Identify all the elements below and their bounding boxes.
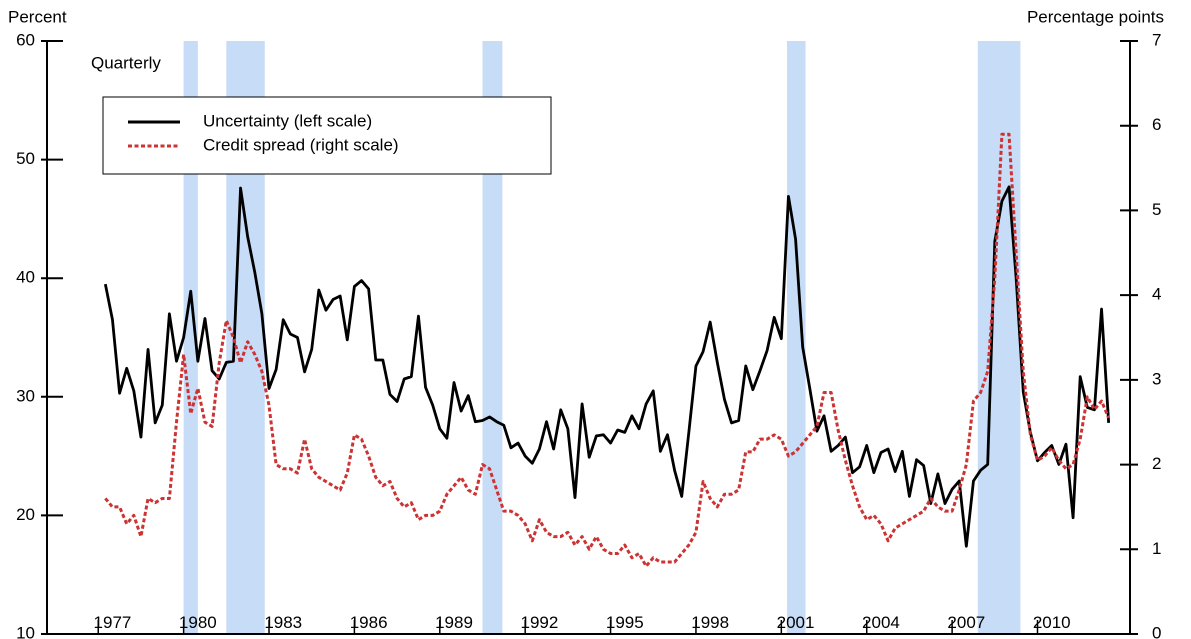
legend-label: Uncertainty (left scale) bbox=[203, 111, 372, 130]
legend: Uncertainty (left scale) Credit spread (r… bbox=[102, 96, 552, 175]
recession-band bbox=[787, 41, 806, 634]
legend-box bbox=[102, 96, 552, 175]
y2-tick-label: 2 bbox=[1152, 454, 1161, 473]
y-tick-label: 50 bbox=[16, 149, 35, 168]
x-tick-label: 1983 bbox=[264, 613, 302, 632]
y2-tick-label: 0 bbox=[1152, 623, 1161, 639]
recession-band bbox=[482, 41, 503, 634]
y-axis-label: Percent bbox=[8, 7, 67, 26]
x-tick-label: 2007 bbox=[947, 613, 985, 632]
series-line bbox=[104, 132, 1111, 568]
recession-band bbox=[183, 41, 198, 634]
y-tick-label: 30 bbox=[16, 386, 35, 405]
x-tick-label: 2010 bbox=[1033, 613, 1071, 632]
y2-tick-label: 4 bbox=[1152, 285, 1161, 304]
y-tick-label: 20 bbox=[16, 505, 35, 524]
x-tick-label: 1977 bbox=[94, 613, 132, 632]
annotation: Quarterly bbox=[91, 53, 161, 72]
x-tick-label: 1992 bbox=[520, 613, 558, 632]
y2-tick-label: 5 bbox=[1152, 200, 1161, 219]
x-tick-label: 2004 bbox=[862, 613, 900, 632]
shading-layer bbox=[183, 41, 1021, 634]
x-tick-label: 1998 bbox=[691, 613, 729, 632]
legend-label: Credit spread (right scale) bbox=[203, 135, 399, 154]
y2-axis-label: Percentage points bbox=[1027, 7, 1164, 26]
y-tick-label: 40 bbox=[16, 268, 35, 287]
y2-tick-label: 3 bbox=[1152, 369, 1161, 388]
y-tick-label: 60 bbox=[16, 30, 35, 49]
x-tick-label: 1989 bbox=[435, 613, 473, 632]
y-tick-label: 10 bbox=[16, 623, 35, 639]
series-line bbox=[103, 185, 1111, 548]
x-tick-label: 1980 bbox=[179, 613, 217, 632]
x-tick-label: 2001 bbox=[777, 613, 815, 632]
x-tick-label: 1995 bbox=[606, 613, 644, 632]
y2-tick-label: 1 bbox=[1152, 539, 1161, 558]
y2-tick-label: 7 bbox=[1152, 30, 1161, 49]
x-tick-label: 1986 bbox=[350, 613, 388, 632]
y2-tick-label: 6 bbox=[1152, 115, 1161, 134]
recession-band bbox=[977, 41, 1021, 634]
